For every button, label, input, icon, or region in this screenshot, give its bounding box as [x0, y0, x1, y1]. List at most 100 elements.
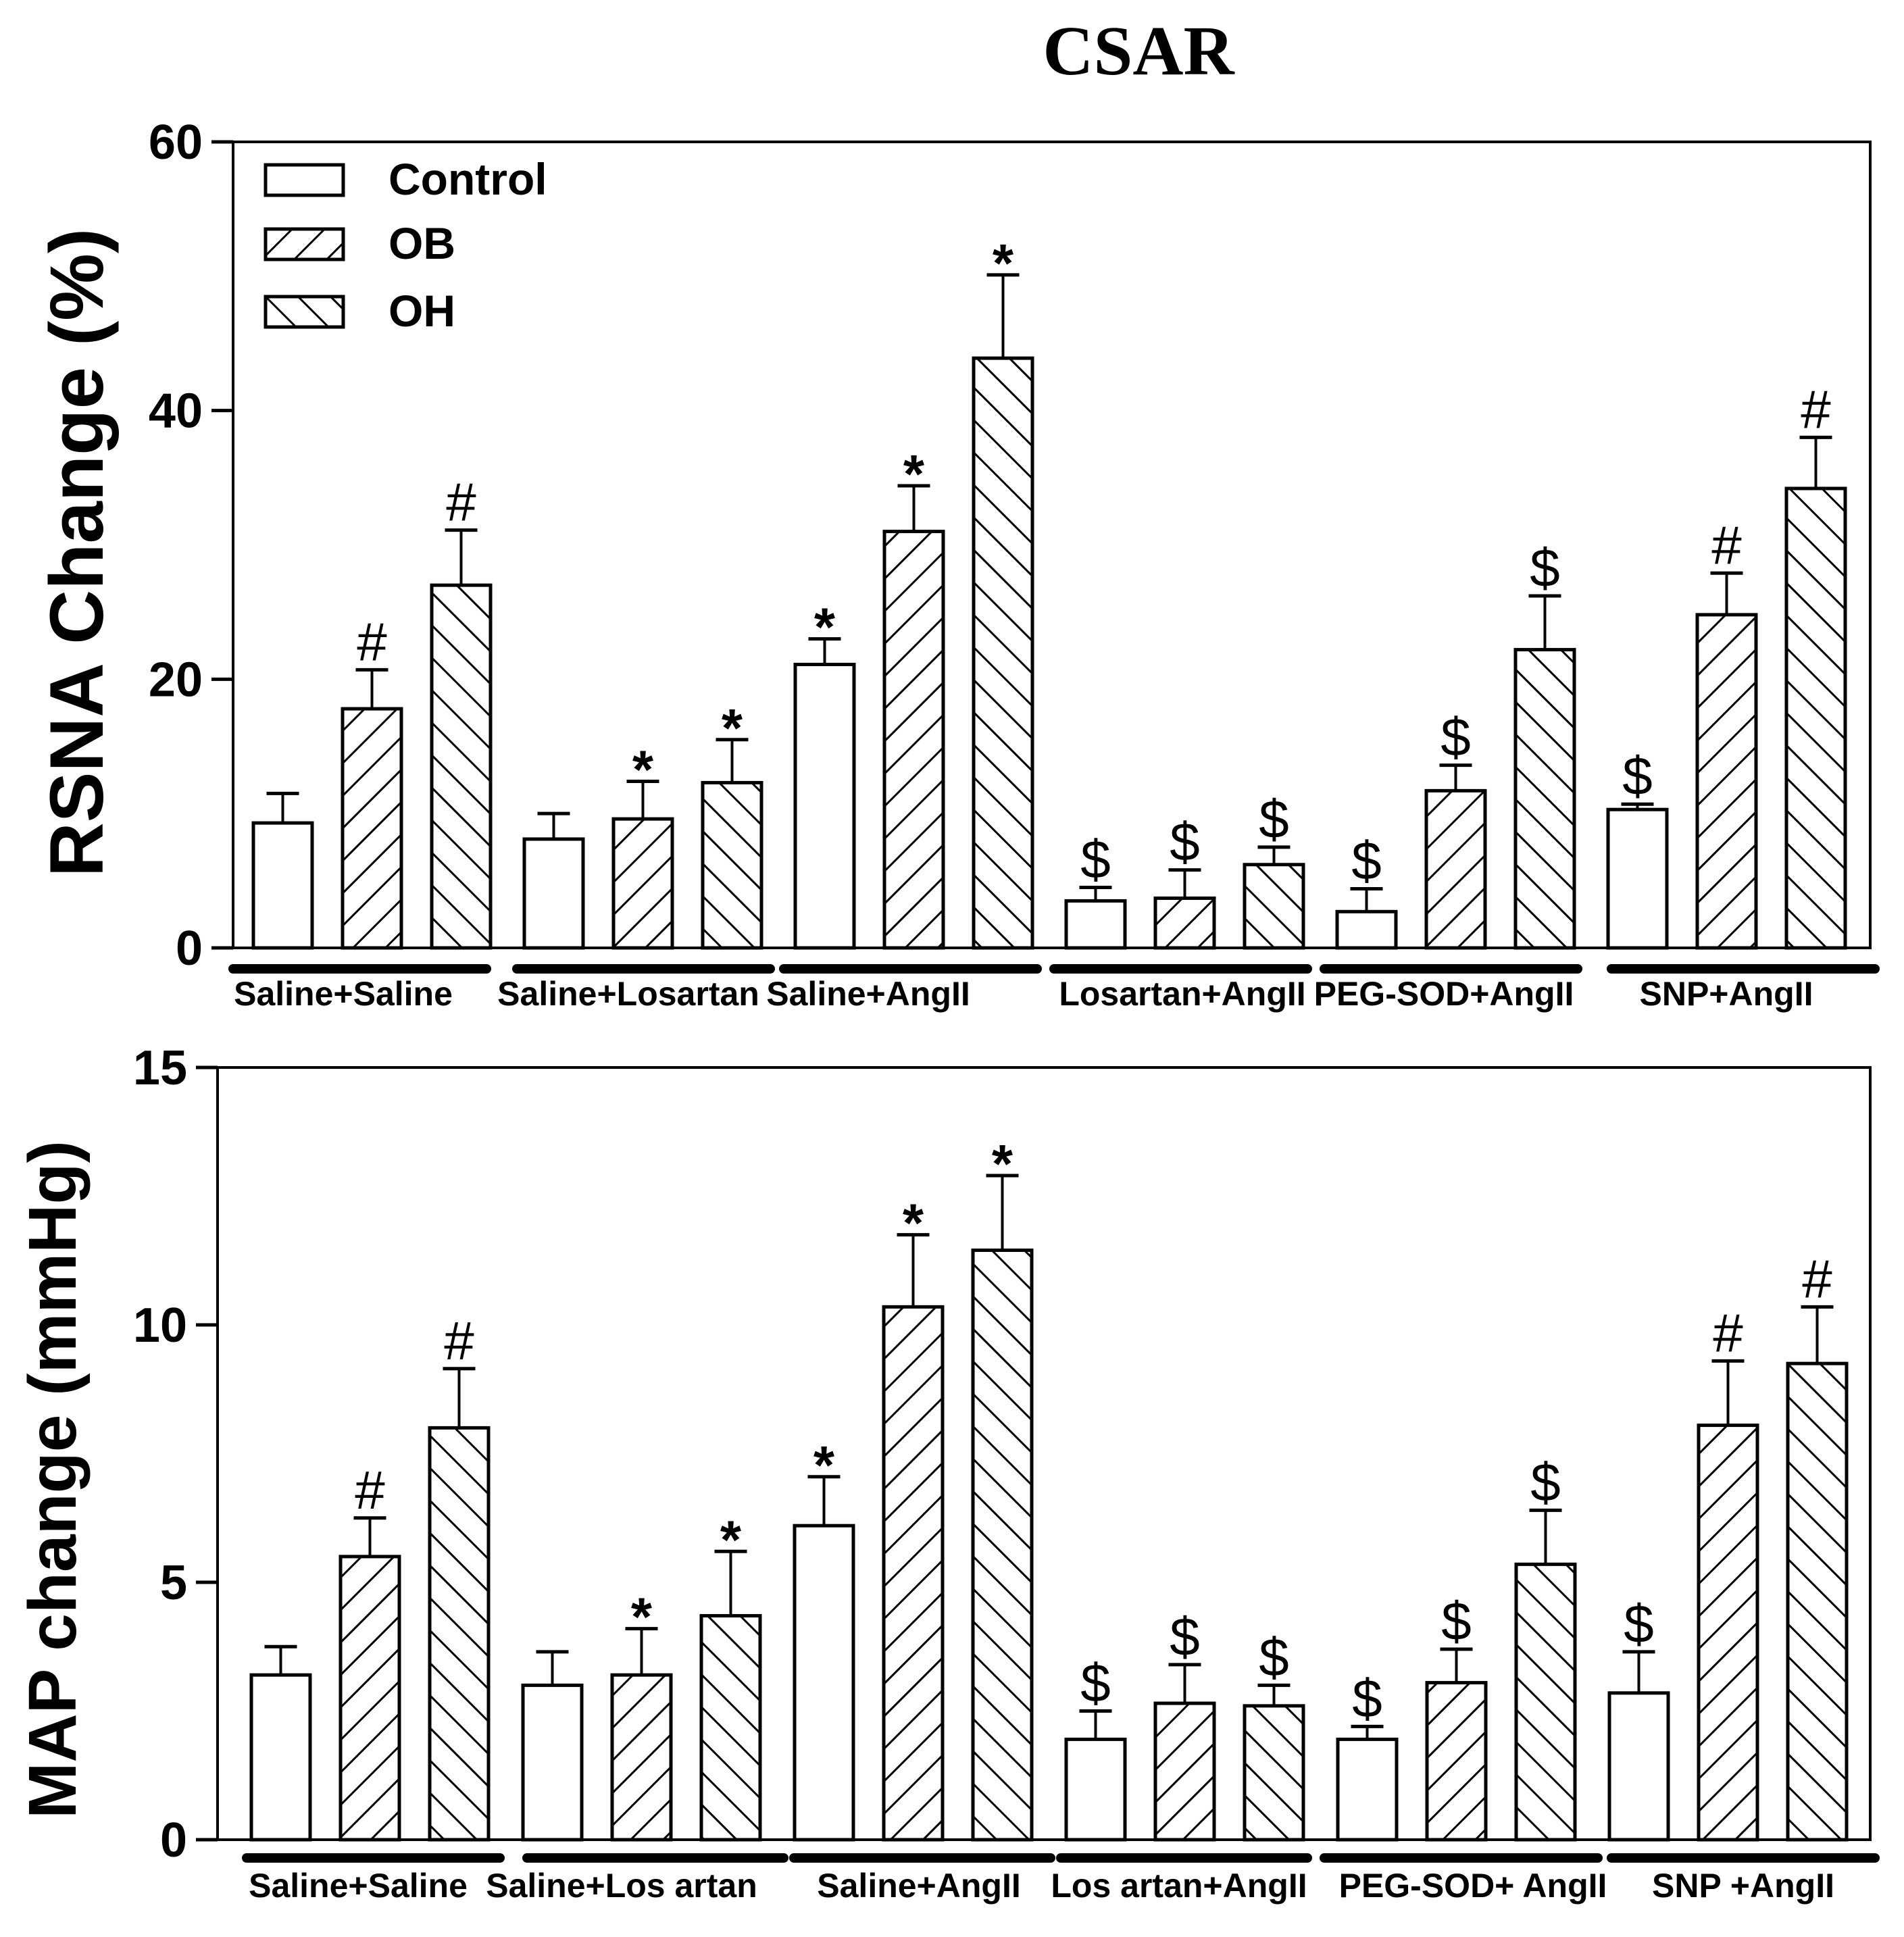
- rsna-bar-control: [793, 662, 856, 950]
- rsna-category-label: Saline+Losartan: [497, 975, 759, 1013]
- map-significance-mark: $: [1259, 1627, 1289, 1687]
- rsna-y-tick-label: 40: [149, 384, 203, 438]
- map-bar-oh: [699, 1614, 762, 1842]
- map-bar-oh: [971, 1249, 1034, 1842]
- rsna-bar-control: [1335, 909, 1398, 950]
- rsna-bar-ob: [882, 530, 945, 950]
- map-significance-mark: *: [903, 1193, 924, 1253]
- legend: Control OB OH: [264, 154, 547, 336]
- rsna-category-label: Saline+AngII: [766, 975, 970, 1013]
- rsna-significance-mark: $: [1440, 707, 1471, 768]
- map-bar-ob: [1425, 1681, 1488, 1842]
- map-bar-ob: [610, 1673, 673, 1842]
- rsna-plot-frame: [232, 141, 1872, 949]
- map-category-label: SNP +AngII: [1652, 1867, 1834, 1905]
- map-significance-mark: $: [1441, 1591, 1472, 1651]
- rsna-bar-ob: [1695, 613, 1758, 950]
- rsna-bar-oh: [972, 356, 1034, 950]
- map-bar-oh: [1514, 1562, 1577, 1842]
- map-y-tick-label: 5: [160, 1556, 187, 1610]
- map-bar-control: [1607, 1691, 1670, 1842]
- rsna-panel: RSNA Change (%) Control OB OH 0 20 40 60 # # S…: [34, 116, 1880, 1013]
- rsna-y-tick-label: 20: [149, 653, 203, 707]
- map-y-tick-label: 15: [133, 1041, 187, 1095]
- rsna-significance-mark: $: [1530, 538, 1560, 598]
- rsna-category-label: SNP+AngII: [1640, 975, 1813, 1013]
- map-bar-oh: [1786, 1361, 1849, 1842]
- rsna-category-label: Losartan+AngII: [1059, 975, 1305, 1013]
- rsna-significance-mark: #: [357, 611, 387, 672]
- rsna-y-tick-label: 60: [149, 116, 203, 170]
- rsna-bar-ob: [611, 817, 674, 950]
- legend-swatch-ob: [264, 227, 345, 261]
- map-y-tick-label: 0: [160, 1813, 187, 1867]
- rsna-significance-mark: #: [1711, 515, 1742, 575]
- map-significance-mark: #: [1802, 1249, 1832, 1309]
- map-category-label: Saline+Los artan: [486, 1867, 757, 1905]
- map-significance-mark: $: [1530, 1452, 1561, 1512]
- rsna-y-tick-label: 0: [176, 922, 203, 976]
- legend-swatch-oh: [264, 295, 345, 329]
- map-significance-mark: #: [1713, 1303, 1743, 1363]
- rsna-significance-mark: #: [446, 472, 476, 532]
- rsna-bar-control: [522, 837, 585, 950]
- map-significance-mark: $: [1352, 1668, 1382, 1728]
- rsna-category-label: Saline+Saline: [234, 975, 453, 1013]
- map-bar-control: [249, 1673, 312, 1842]
- legend-label-oh: OH: [389, 286, 455, 336]
- map-significance-mark: *: [992, 1134, 1013, 1194]
- rsna-category-label: PEG-SOD+AngII: [1314, 975, 1574, 1013]
- rsna-bar-oh: [1513, 648, 1576, 950]
- rsna-bar-ob: [1153, 896, 1216, 950]
- rsna-significance-mark: *: [632, 739, 654, 799]
- map-bar-ob: [882, 1305, 945, 1842]
- rsna-significance-mark: *: [993, 233, 1014, 293]
- map-bar-control: [1064, 1737, 1127, 1842]
- map-category-label: Saline+Saline: [249, 1867, 468, 1905]
- rsna-bar-control: [1064, 899, 1127, 950]
- chart-title: CSAR: [1043, 12, 1235, 90]
- map-bar-oh: [428, 1426, 491, 1842]
- map-category-label: Saline+AngII: [817, 1867, 1020, 1905]
- rsna-bar-control: [1606, 807, 1669, 950]
- rsna-bar-oh: [430, 583, 493, 950]
- map-panel: MAP change (mmHg) 0 5 10 15 # # Saline+Saline *…: [15, 1041, 1880, 1905]
- rsna-significance-mark: *: [903, 444, 925, 504]
- map-significance-mark: $: [1080, 1653, 1111, 1713]
- map-significance-mark: #: [355, 1460, 385, 1520]
- map-significance-mark: #: [444, 1311, 474, 1371]
- legend-swatch-control: [264, 163, 345, 197]
- legend-label-control: Control: [389, 154, 547, 204]
- map-bar-control: [793, 1524, 855, 1842]
- rsna-bar-control: [251, 821, 314, 950]
- map-category-label: Los artan+AngII: [1051, 1867, 1307, 1905]
- rsna-y-axis-label: RSNA Change (%): [34, 228, 119, 877]
- map-significance-mark: *: [813, 1435, 835, 1495]
- rsna-bar-oh: [1243, 863, 1305, 950]
- rsna-bar-ob: [1424, 788, 1487, 950]
- rsna-significance-mark: $: [1259, 789, 1289, 849]
- map-bar-ob: [1153, 1701, 1216, 1842]
- rsna-bar-ob: [341, 707, 403, 950]
- map-significance-mark: $: [1624, 1594, 1654, 1654]
- map-significance-mark: *: [720, 1509, 742, 1569]
- map-bar-control: [521, 1683, 584, 1842]
- rsna-significance-mark: $: [1080, 830, 1111, 890]
- rsna-significance-mark: *: [814, 597, 836, 657]
- rsna-significance-mark: $: [1622, 746, 1653, 806]
- rsna-bar-oh: [1784, 486, 1847, 950]
- map-category-label: PEG-SOD+ AngII: [1339, 1867, 1607, 1905]
- map-bar-control: [1336, 1737, 1399, 1842]
- map-bar-oh: [1243, 1704, 1305, 1842]
- map-significance-mark: $: [1170, 1607, 1200, 1667]
- map-plot-frame: [216, 1066, 1872, 1841]
- legend-label-ob: OB: [389, 218, 455, 268]
- map-bar-ob: [339, 1555, 401, 1842]
- map-significance-mark: *: [631, 1587, 653, 1647]
- rsna-significance-mark: #: [1801, 379, 1831, 439]
- map-y-tick-label: 10: [133, 1299, 187, 1353]
- rsna-significance-mark: $: [1351, 831, 1382, 891]
- rsna-bar-oh: [701, 780, 763, 950]
- rsna-significance-mark: *: [722, 698, 743, 758]
